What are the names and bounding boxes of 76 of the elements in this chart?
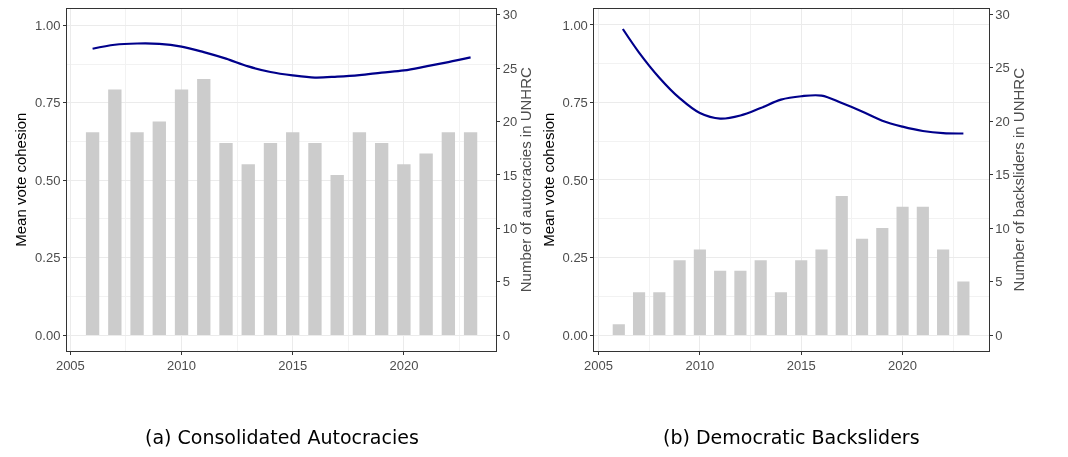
bar xyxy=(957,281,970,336)
bar xyxy=(714,270,727,336)
y-tick-label: 0.00 xyxy=(35,327,61,343)
y2-tick-label: 15 xyxy=(995,167,1010,183)
y2-tick-label: 20 xyxy=(502,114,518,130)
bar xyxy=(130,132,144,336)
bar xyxy=(795,260,808,336)
x-tick-label: 2015 xyxy=(786,358,816,374)
y-tick-label: 1.00 xyxy=(35,18,61,34)
bar xyxy=(612,324,625,336)
y2-tick-label: 30 xyxy=(995,6,1010,22)
bar xyxy=(632,292,646,336)
bar xyxy=(754,260,767,336)
y-axis-title: Mean vote cohesion xyxy=(12,112,30,247)
bar xyxy=(197,78,211,336)
y2-tick-label: 25 xyxy=(995,60,1010,76)
y-tick-label: 1.00 xyxy=(562,17,588,33)
y-tick-label: 0.50 xyxy=(35,172,61,188)
bar xyxy=(734,270,747,336)
bar xyxy=(815,249,828,336)
bar xyxy=(653,292,666,336)
bar xyxy=(673,260,686,336)
text: (b) Democratic Backsliders xyxy=(663,426,920,448)
y2-tick-label: 30 xyxy=(502,7,518,23)
y2-tick-label: 0 xyxy=(995,327,1003,343)
bar xyxy=(374,142,389,336)
bar xyxy=(286,132,300,336)
bar xyxy=(441,132,456,336)
bar xyxy=(419,153,433,336)
bar xyxy=(330,174,344,336)
y2-tick-label: 10 xyxy=(995,220,1010,236)
bar xyxy=(916,206,929,336)
bar xyxy=(774,292,788,336)
bar xyxy=(463,132,478,336)
bar xyxy=(835,196,848,336)
y2-tick-label: 5 xyxy=(995,274,1003,290)
x-tick-label: 2015 xyxy=(278,358,308,374)
line-series xyxy=(621,27,965,135)
text: (a) Consolidated Autocracies xyxy=(145,426,419,448)
bar xyxy=(85,132,100,336)
bar xyxy=(937,249,950,336)
y2-tick-label: 0 xyxy=(502,327,510,343)
bar xyxy=(352,132,367,336)
x-tick-label: 2005 xyxy=(584,358,613,374)
bar xyxy=(896,206,909,336)
y2-tick-label: 15 xyxy=(502,167,518,183)
y-axis-title: Mean vote cohesion xyxy=(539,112,557,247)
y2-tick-label: 20 xyxy=(995,113,1010,129)
bar xyxy=(876,228,889,336)
y2-axis-title: Number of backsliders in UNHRC xyxy=(1009,67,1027,292)
y2-tick-label: 25 xyxy=(502,60,518,76)
line-series xyxy=(91,42,472,79)
bar xyxy=(693,249,706,336)
x-tick-label: 2010 xyxy=(685,358,715,374)
y-tick-label: 0.50 xyxy=(562,172,588,188)
y-tick-label: 0.25 xyxy=(35,250,61,266)
bar xyxy=(855,238,869,336)
bar xyxy=(241,164,255,336)
x-tick-label: 2005 xyxy=(55,358,85,374)
y-tick-label: 0.25 xyxy=(562,250,588,266)
bar xyxy=(308,142,322,336)
y2-tick-label: 5 xyxy=(502,274,510,290)
x-tick-label: 2020 xyxy=(888,358,918,374)
bar xyxy=(174,89,189,336)
y2-tick-label: 10 xyxy=(502,220,518,236)
bar xyxy=(397,164,411,336)
y-tick-label: 0.75 xyxy=(562,95,588,111)
x-tick-label: 2020 xyxy=(389,358,419,374)
bar xyxy=(108,89,122,336)
y-tick-label: 0.75 xyxy=(35,95,61,111)
bar xyxy=(152,121,166,336)
bar xyxy=(219,142,233,336)
x-tick-label: 2010 xyxy=(167,358,196,374)
bar xyxy=(263,142,278,336)
y-tick-label: 0.00 xyxy=(562,327,588,343)
y2-axis-title: Number of autocracies in UNHRC xyxy=(517,66,535,293)
